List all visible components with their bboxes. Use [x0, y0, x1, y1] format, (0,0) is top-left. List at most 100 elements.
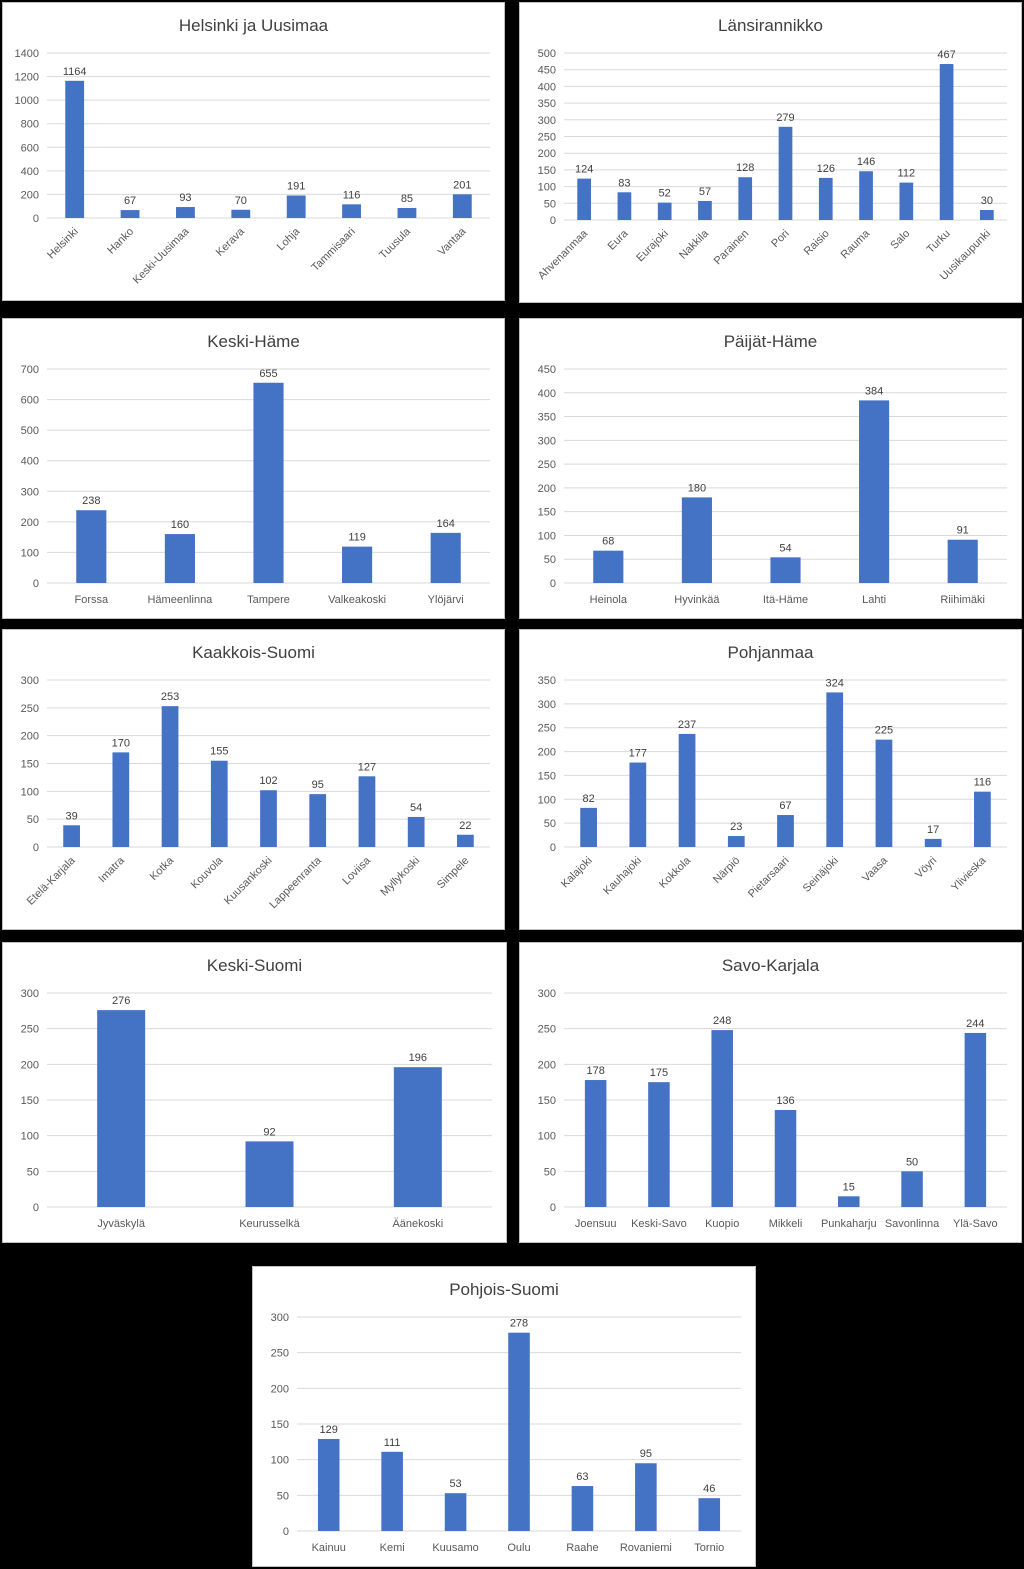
y-tick-label: 300 [538, 699, 556, 711]
chart-svg: Helsinki ja Uusimaa 0 200 400 600 800 1000 1200… [15, 16, 490, 286]
y-tick-label: 0 [33, 213, 39, 225]
data-label: 17 [927, 824, 939, 836]
bar [924, 838, 942, 847]
category-label: Keski-Savo [631, 1218, 687, 1230]
y-tick-label: 100 [271, 1455, 289, 1467]
data-label: 22 [459, 820, 471, 832]
y-tick-label: 0 [550, 215, 556, 227]
chart-title: Keski-Suomi [207, 956, 302, 975]
data-label: 95 [312, 779, 324, 791]
chart-svg: Pohjois-Suomi 0 50 100 150 200 250 300 129 Kainuu… [271, 1280, 741, 1554]
chart-panel-paijat-hame: Päijät-Häme 0 50 100 150 200 250 300 350 400 450 68… [519, 318, 1022, 619]
y-tick-label: 400 [21, 166, 39, 178]
chart-panel-helsinki-ja-uusimaa: Helsinki ja Uusimaa 0 200 400 600 800 1000 1200… [2, 2, 505, 301]
data-label: 63 [576, 1471, 588, 1483]
data-label: 54 [779, 542, 791, 554]
y-tick-label: 350 [538, 98, 556, 110]
y-tick-label: 0 [283, 1526, 289, 1538]
data-label: 1164 [63, 66, 87, 78]
bar [727, 836, 745, 847]
chart-title: Pohjanmaa [727, 643, 814, 662]
data-label: 170 [112, 737, 130, 749]
chart-svg: Savo-Karjala 0 50 100 150 200 250 300 178 Joensuu… [538, 956, 1007, 1230]
category-label: Vaasa [860, 854, 891, 885]
category-label: Lohja [275, 225, 303, 253]
y-tick-label: 150 [21, 759, 39, 771]
data-label: 127 [358, 761, 376, 773]
chart-svg: Päijät-Häme 0 50 100 150 200 250 300 350 400 450 68… [538, 332, 1007, 606]
y-tick-label: 350 [538, 675, 556, 687]
y-tick-label: 1200 [15, 72, 39, 84]
data-label: 129 [320, 1424, 338, 1436]
y-tick-label: 400 [21, 456, 39, 468]
y-tick-label: 150 [538, 770, 556, 782]
chart-title: Kaakkois-Suomi [192, 643, 315, 662]
y-tick-label: 400 [538, 81, 556, 93]
y-tick-label: 50 [277, 1490, 289, 1502]
chart-svg: Länsirannikko 0 50 100 150 200 250 300 350 400 450… [536, 16, 1007, 283]
bar [899, 182, 914, 220]
data-label: 92 [263, 1126, 275, 1138]
y-tick-label: 200 [21, 189, 39, 201]
bar [407, 816, 425, 847]
category-label: Vöyri [913, 855, 939, 881]
bar [964, 1032, 987, 1207]
category-label: Keski-Uusimaa [131, 225, 192, 286]
bar [508, 1332, 530, 1531]
data-label: 155 [210, 746, 228, 758]
data-label: 119 [348, 532, 366, 544]
bar [648, 1082, 670, 1207]
data-label: 324 [826, 677, 844, 689]
data-label: 124 [575, 164, 593, 176]
category-label: Kauhajoki [601, 855, 644, 898]
bar [210, 760, 228, 847]
category-label: Ylivieska [949, 854, 989, 894]
y-tick-label: 50 [27, 814, 39, 826]
category-label: Kuusamo [432, 1542, 478, 1554]
data-label: 39 [65, 810, 77, 822]
category-label: Itä-Häme [763, 594, 808, 606]
category-label: Pietarsaari [746, 855, 792, 901]
y-tick-label: 50 [544, 818, 556, 830]
data-label: 244 [966, 1018, 984, 1030]
y-tick-label: 0 [33, 842, 39, 854]
category-label: Turku [925, 228, 953, 256]
category-label: Äänekoski [392, 1218, 443, 1230]
chart-panel-keski-hame: Keski-Häme 0 100 200 300 400 500 600 700 238 Forss… [2, 318, 505, 619]
category-label: Salo [888, 228, 912, 252]
data-label: 53 [449, 1478, 461, 1490]
data-label: 126 [817, 163, 835, 175]
y-tick-label: 250 [21, 703, 39, 715]
y-tick-label: 200 [271, 1383, 289, 1395]
bar [774, 1109, 797, 1207]
bar [571, 1486, 594, 1531]
y-tick-label: 150 [538, 1095, 556, 1107]
y-tick-label: 200 [538, 747, 556, 759]
chart-title: Pohjois-Suomi [449, 1280, 559, 1299]
bar [112, 752, 130, 847]
chart-panel-savo-karjala: Savo-Karjala 0 50 100 150 200 250 300 178 Joensuu… [519, 942, 1022, 1243]
bar [593, 550, 624, 583]
bar [980, 209, 994, 220]
bar [231, 209, 251, 218]
data-label: 95 [640, 1448, 652, 1460]
y-tick-label: 200 [538, 483, 556, 495]
y-tick-label: 300 [538, 435, 556, 447]
bar [681, 497, 712, 583]
category-label: Tuusula [377, 225, 413, 261]
y-tick-label: 1000 [15, 95, 39, 107]
y-tick-label: 300 [21, 486, 39, 498]
bar [859, 171, 873, 220]
bar [777, 815, 794, 847]
data-label: 191 [287, 180, 305, 192]
bar [698, 200, 712, 220]
chart-title: Savo-Karjala [722, 956, 820, 975]
bar [457, 834, 474, 847]
category-label: Punkaharju [821, 1218, 877, 1230]
bar [452, 194, 472, 218]
category-label: Tornio [694, 1542, 724, 1554]
data-label: 116 [343, 189, 361, 201]
data-label: 46 [703, 1483, 715, 1495]
chart-svg: Keski-Häme 0 100 200 300 400 500 600 700 238 Forss… [21, 332, 490, 606]
data-label: 276 [112, 995, 130, 1007]
